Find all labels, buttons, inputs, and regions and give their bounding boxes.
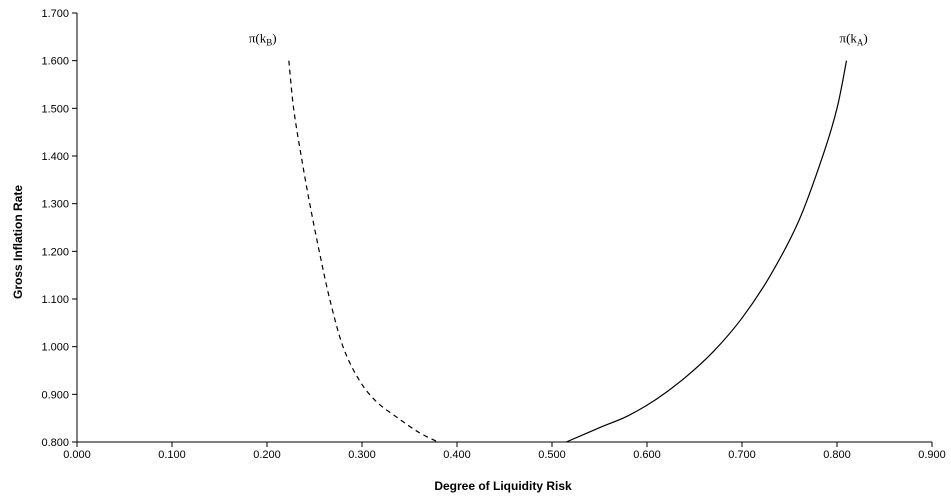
y-tick-label: 0.800	[41, 437, 69, 449]
y-axis-title: Gross Inflation Rate	[11, 185, 25, 299]
y-tick-label: 1.700	[41, 8, 69, 20]
x-tick-label: 0.800	[823, 449, 851, 461]
series-line-kb	[288, 60, 439, 443]
y-axis-ticks: 0.800 0.900 1.000 1.100 1.200 1.300 1.400 1.500…	[41, 8, 77, 449]
y-tick-label: 1.300	[41, 199, 69, 211]
y-tick-label: 1.400	[41, 151, 69, 163]
y-tick-label: 1.600	[41, 56, 69, 68]
series-layer	[288, 60, 848, 443]
series-line-ka	[566, 60, 848, 443]
series-labels: π(kB) π(kA)	[249, 31, 868, 48]
plot-axes	[76, 13, 932, 443]
x-tick-label: 0.400	[443, 449, 471, 461]
y-tick-label: 0.900	[41, 389, 69, 401]
x-tick-label: 0.000	[63, 449, 91, 461]
y-tick-label: 1.000	[41, 342, 69, 354]
x-tick-label: 0.200	[253, 449, 281, 461]
series-label: π(kB)	[249, 31, 277, 48]
x-tick-label: 0.300	[348, 449, 376, 461]
series-label: π(kA)	[840, 31, 868, 48]
x-tick-label: 0.600	[633, 449, 661, 461]
x-tick-label: 0.900	[918, 449, 946, 461]
x-tick-label: 0.100	[158, 449, 186, 461]
x-tick-label: 0.500	[538, 449, 566, 461]
y-tick-label: 1.100	[41, 294, 69, 306]
y-tick-label: 1.500	[41, 103, 69, 115]
x-axis-title: Degree of Liquidity Risk	[434, 479, 572, 493]
y-tick-label: 1.200	[41, 246, 69, 258]
x-axis-ticks: 0.000 0.100 0.200 0.300 0.400 0.500 0.600 0.700…	[63, 442, 946, 461]
x-tick-label: 0.700	[728, 449, 756, 461]
